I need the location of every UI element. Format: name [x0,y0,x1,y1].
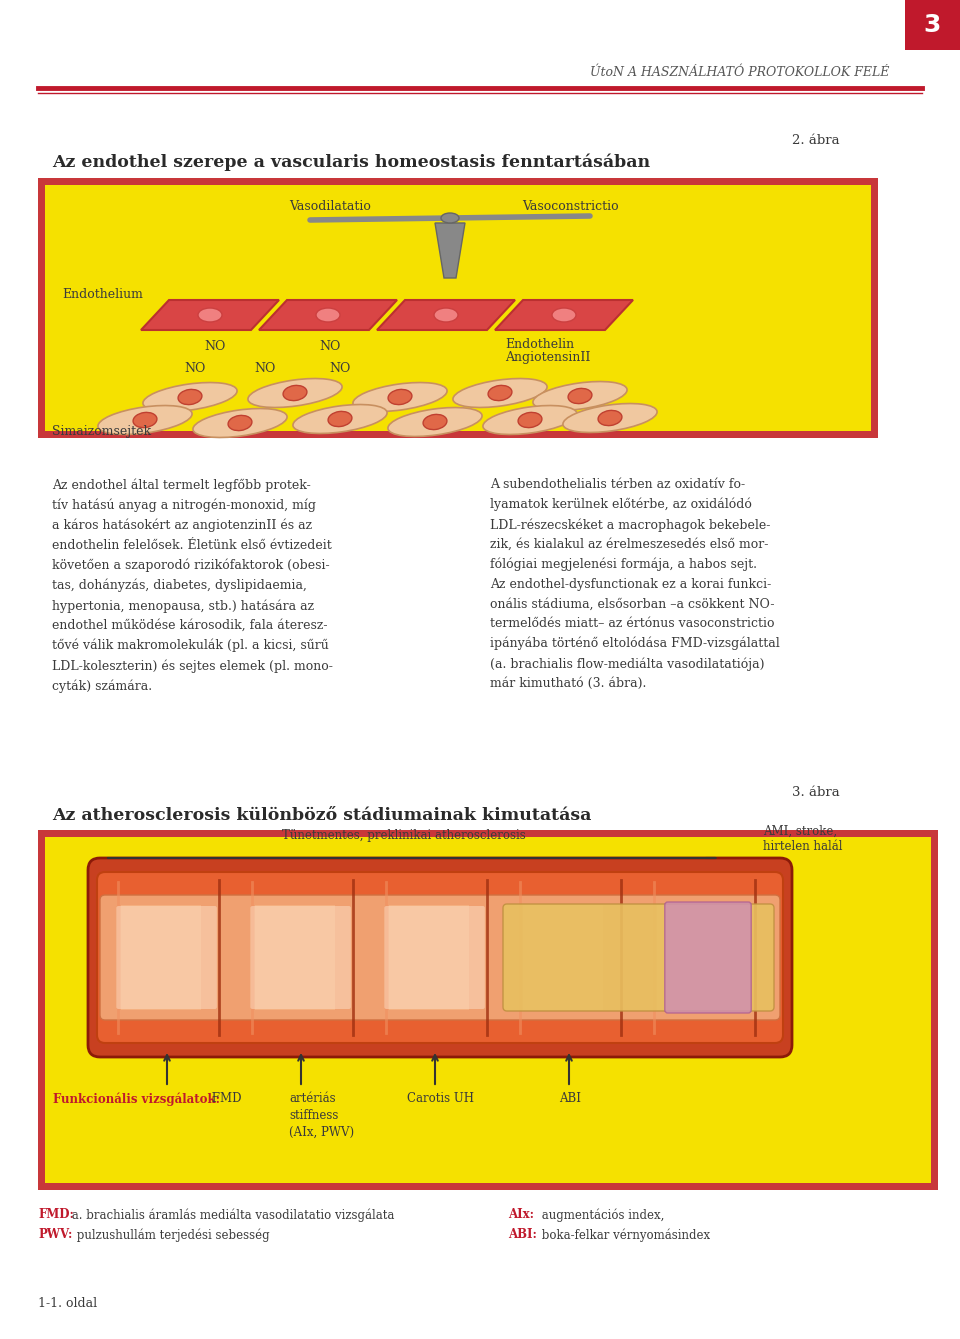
Text: NO: NO [320,340,341,353]
Text: Vasodilatatio: Vasodilatatio [289,200,371,213]
Ellipse shape [563,403,657,432]
Ellipse shape [178,390,202,404]
Text: ABI:: ABI: [508,1228,537,1241]
Text: Az endothel által termelt legfőbb protek-
tív hatású anyag a nitrogén-monoxid, m: Az endothel által termelt legfőbb protek… [52,478,333,694]
FancyBboxPatch shape [45,837,931,1182]
FancyBboxPatch shape [45,185,871,431]
Text: Endothelin: Endothelin [505,337,574,351]
Text: artériás
stiffness
(AIx, PWV): artériás stiffness (AIx, PWV) [289,1093,354,1139]
Text: NO: NO [329,362,350,375]
Ellipse shape [98,406,192,434]
FancyBboxPatch shape [905,0,960,50]
Ellipse shape [316,308,340,321]
Ellipse shape [293,404,387,434]
Ellipse shape [441,213,459,224]
Ellipse shape [518,412,542,427]
Text: a. brachialis áramlás mediálta vasodilatatio vizsgálata: a. brachialis áramlás mediálta vasodilat… [68,1208,395,1221]
Text: augmentációs index,: augmentációs index, [538,1208,664,1221]
Ellipse shape [483,406,577,434]
Text: AMI, stroke,
hirtelen halál: AMI, stroke, hirtelen halál [763,825,843,853]
Polygon shape [495,300,633,329]
Ellipse shape [353,383,447,411]
Ellipse shape [133,412,156,427]
Text: Vasoconstrictio: Vasoconstrictio [521,200,618,213]
FancyBboxPatch shape [384,907,485,1010]
Text: boka-felkar vérnyomásindex: boka-felkar vérnyomásindex [538,1228,710,1241]
FancyBboxPatch shape [116,907,217,1010]
Text: Endothelium: Endothelium [62,288,143,301]
Text: ÚtoN A HASZNÁLHATÓ PROTOKOLLOK FELÉ: ÚtoN A HASZNÁLHATÓ PROTOKOLLOK FELÉ [590,66,889,79]
FancyBboxPatch shape [389,905,469,1010]
Ellipse shape [434,308,458,321]
FancyBboxPatch shape [523,905,604,1010]
Text: 2. ábra: 2. ábra [792,134,840,146]
FancyBboxPatch shape [251,907,351,1010]
Text: Az atherosclerosis különböző stádiumainak kimutatása: Az atherosclerosis különböző stádiumaina… [52,806,591,823]
FancyBboxPatch shape [121,905,202,1010]
FancyBboxPatch shape [503,904,774,1011]
Ellipse shape [198,308,222,321]
FancyBboxPatch shape [88,858,792,1056]
Text: AIx:: AIx: [508,1208,534,1221]
Polygon shape [141,300,279,329]
Ellipse shape [552,308,576,321]
Text: NO: NO [204,340,226,353]
FancyBboxPatch shape [255,905,335,1010]
Ellipse shape [248,379,342,407]
Text: PWV:: PWV: [38,1228,72,1241]
Text: Az endothel szerepe a vascularis homeostasis fenntartásában: Az endothel szerepe a vascularis homeost… [52,153,650,171]
Text: Carotis UH: Carotis UH [407,1093,474,1105]
Text: FMD: FMD [208,1093,242,1105]
Text: AngiotensinII: AngiotensinII [505,352,590,364]
Text: 3: 3 [924,13,941,37]
Ellipse shape [228,415,252,431]
Ellipse shape [568,388,592,403]
FancyBboxPatch shape [38,830,938,1190]
Text: NO: NO [254,362,276,375]
Ellipse shape [388,407,482,437]
FancyBboxPatch shape [100,894,780,1020]
Ellipse shape [193,408,287,438]
Polygon shape [377,300,515,329]
Ellipse shape [283,386,307,400]
Text: pulzushullám terjedési sebesség: pulzushullám terjedési sebesség [73,1228,270,1241]
Polygon shape [259,300,397,329]
Text: 1-1. oldal: 1-1. oldal [38,1297,97,1310]
Text: Simaizomsejtek: Simaizomsejtek [52,426,151,438]
Ellipse shape [328,411,352,427]
Ellipse shape [423,414,447,430]
FancyBboxPatch shape [657,905,737,1010]
Ellipse shape [453,379,547,407]
Ellipse shape [143,383,237,411]
Ellipse shape [488,386,512,400]
Text: NO: NO [184,362,205,375]
Ellipse shape [388,390,412,404]
Ellipse shape [598,410,622,426]
FancyBboxPatch shape [38,178,878,438]
Text: A subendothelialis térben az oxidatív fo-
lyamatok kerülnek előtérbe, az oxidáló: A subendothelialis térben az oxidatív fo… [490,478,780,690]
Text: 3. ábra: 3. ábra [792,786,840,799]
Text: FMD:: FMD: [38,1208,74,1221]
Polygon shape [435,224,465,279]
FancyBboxPatch shape [665,902,752,1014]
Text: Tünetmentes, preklinikai atherosclerosis: Tünetmentes, preklinikai atherosclerosis [282,829,526,842]
Ellipse shape [533,382,627,411]
Text: Funkcionális vizsgálatok:: Funkcionális vizsgálatok: [53,1093,220,1106]
Text: ABI: ABI [559,1093,581,1105]
FancyBboxPatch shape [97,872,783,1043]
